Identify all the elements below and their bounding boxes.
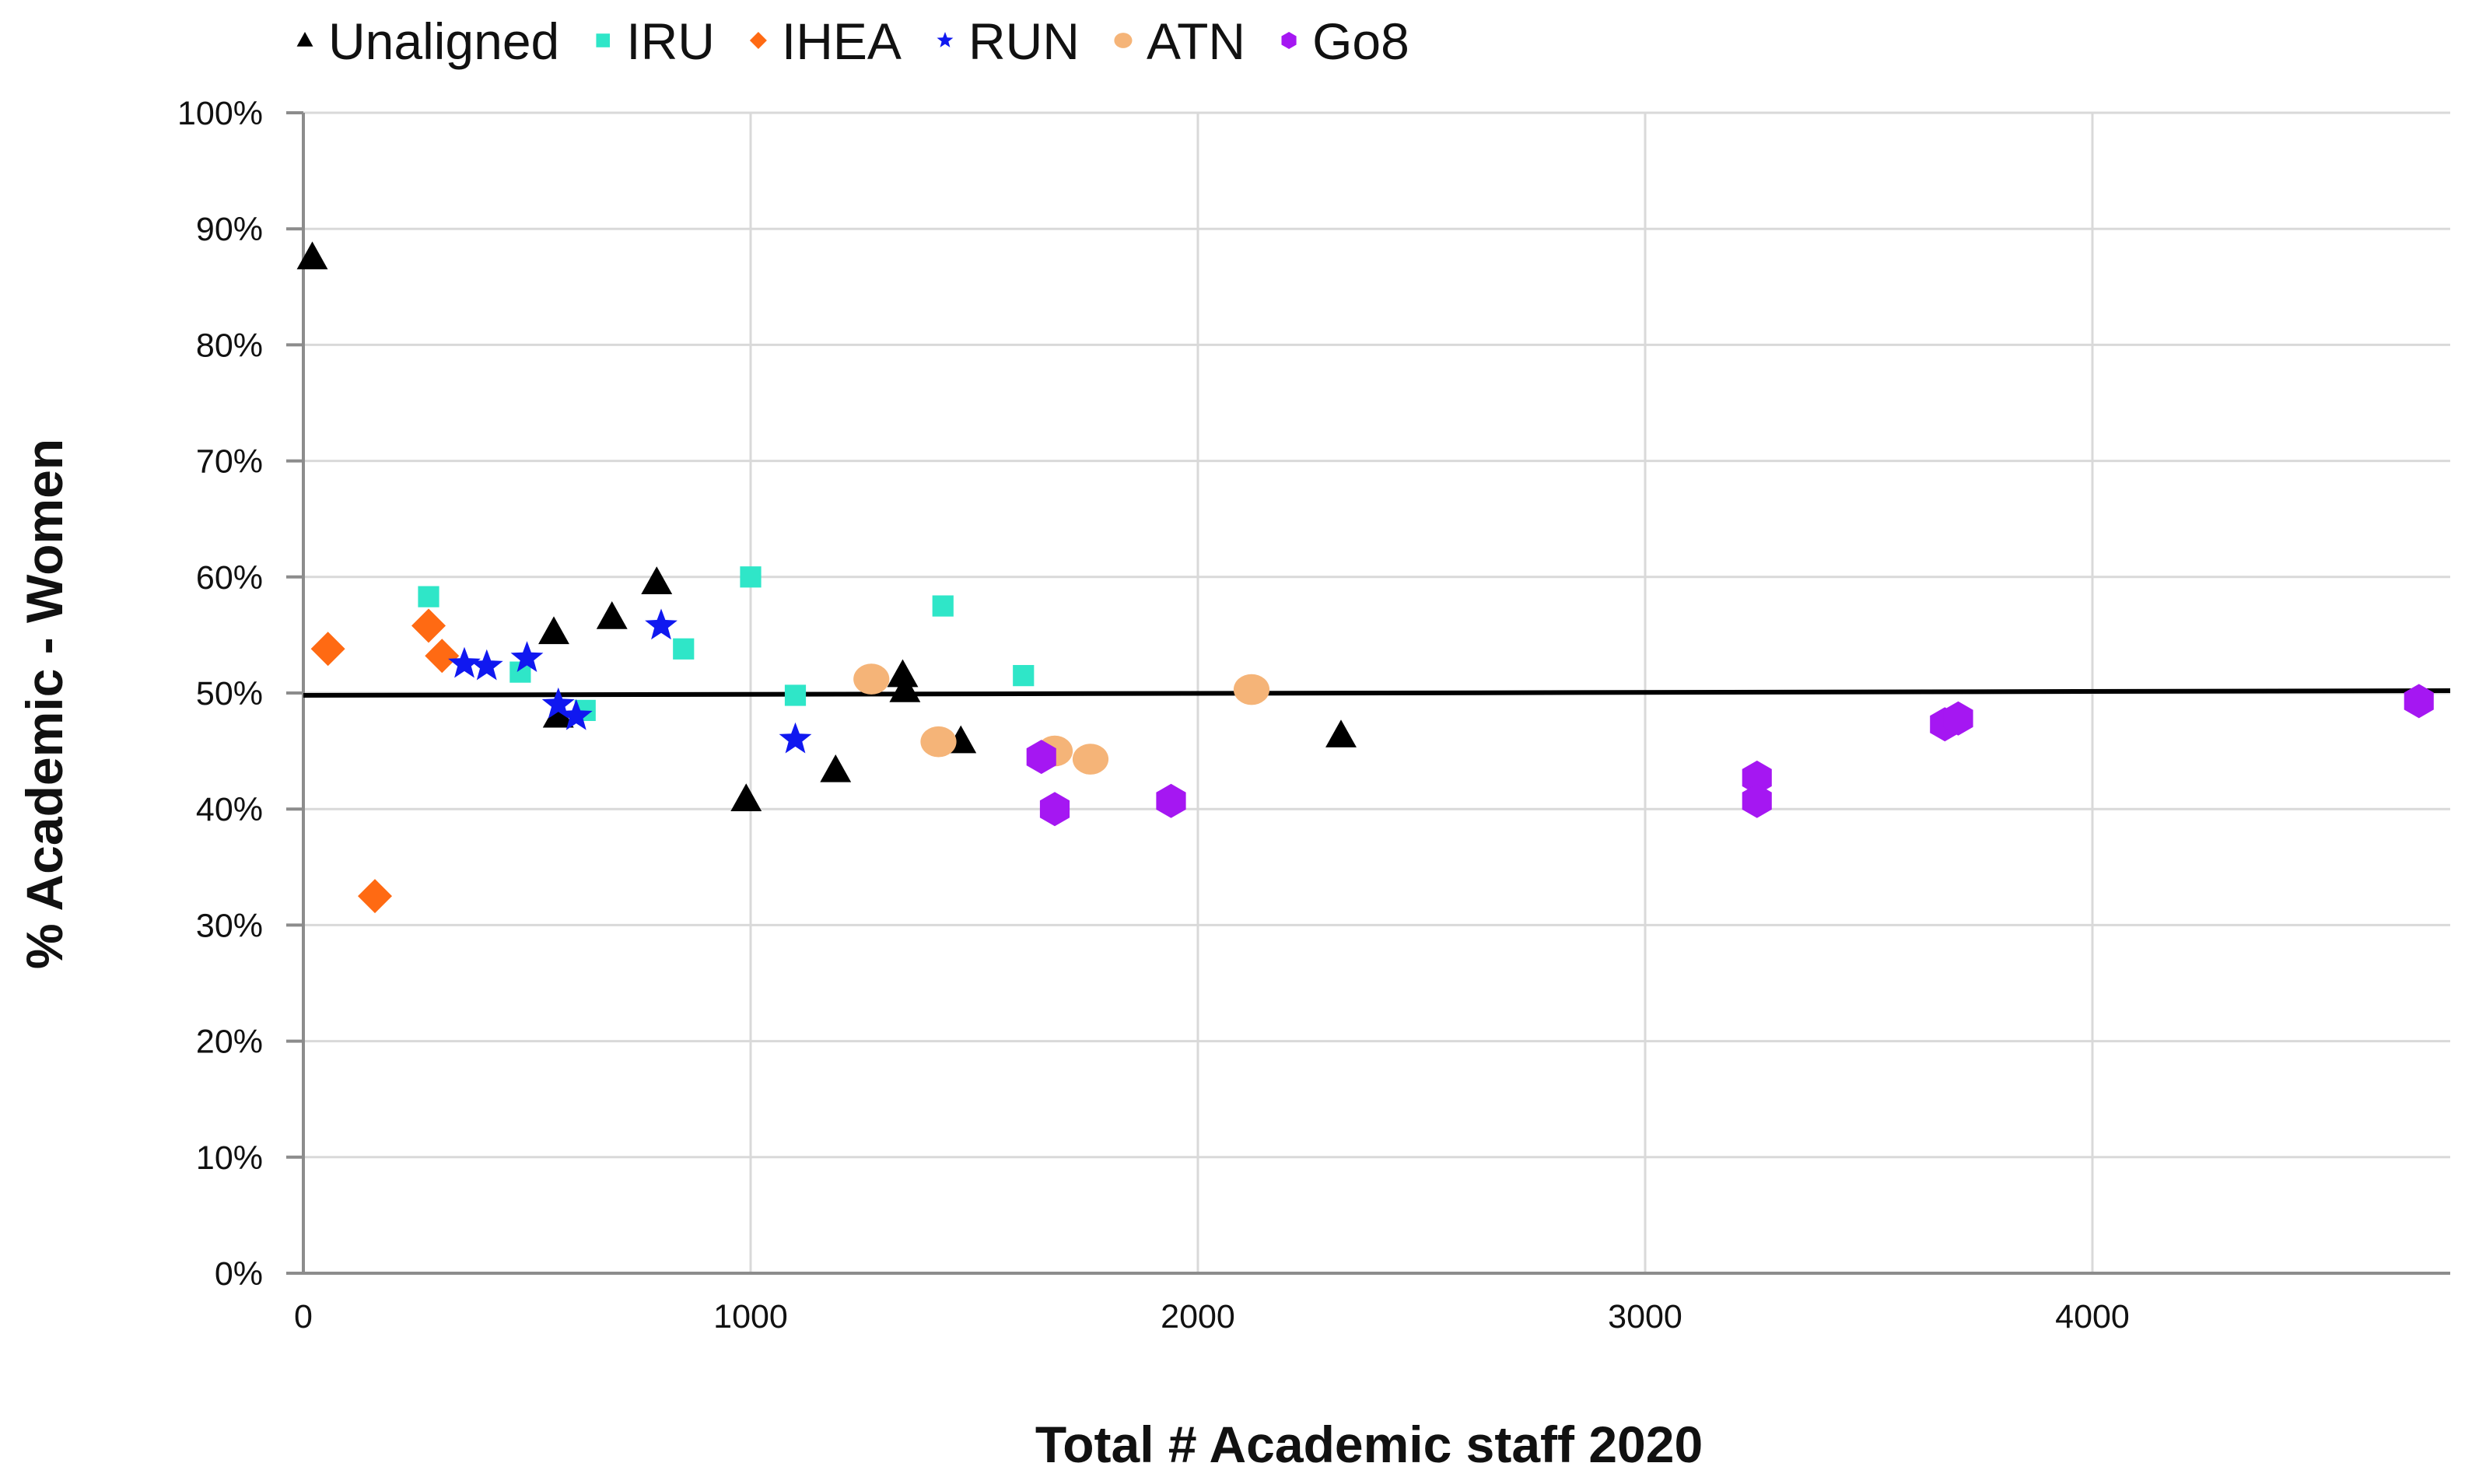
series-go8-points — [1026, 684, 2434, 827]
data-point-go8 — [1742, 783, 1772, 818]
data-point-unaligned — [538, 616, 569, 645]
data-point-unaligned — [730, 783, 762, 811]
data-point-ihea — [310, 632, 345, 667]
data-point-ihea — [358, 879, 392, 914]
data-point-iru — [740, 566, 762, 588]
data-point-atn — [1233, 674, 1270, 705]
y-tick-label: 30% — [196, 907, 263, 944]
legend-marker-run — [937, 32, 954, 47]
data-point-run — [448, 646, 481, 678]
data-point-iru — [673, 638, 695, 660]
y-tick-label: 40% — [196, 791, 263, 828]
data-point-go8 — [1039, 792, 1070, 827]
data-point-iru — [932, 595, 954, 617]
data-point-unaligned — [542, 699, 574, 728]
legend-marker-ihea — [749, 32, 767, 49]
legend-marker-unaligned — [296, 32, 313, 47]
legend-item-iru: IRU — [596, 12, 715, 70]
legend-label: Go8 — [1312, 12, 1409, 70]
y-tick-label: 70% — [196, 443, 263, 481]
legend-item-run: RUN — [937, 12, 1080, 70]
data-point-go8 — [2404, 684, 2434, 719]
y-tick-label: 50% — [196, 675, 263, 712]
legend-label: Unaligned — [328, 12, 559, 70]
data-point-unaligned — [820, 754, 852, 782]
legend-item-unaligned: Unaligned — [296, 12, 559, 70]
legend-item-ihea: IHEA — [749, 12, 902, 70]
data-point-run — [510, 641, 544, 672]
legend-item-go8: Go8 — [1281, 12, 1409, 70]
y-tick-label: 90% — [196, 211, 263, 248]
legend-marker-iru — [596, 33, 611, 47]
data-point-unaligned — [596, 601, 628, 629]
legend-label: IHEA — [782, 12, 902, 70]
data-point-unaligned — [1325, 719, 1357, 747]
data-point-run — [645, 608, 678, 640]
data-point-run — [559, 698, 593, 730]
data-point-run — [541, 687, 575, 719]
legend-item-atn: ATN — [1114, 12, 1245, 70]
y-tick-label: 60% — [196, 559, 263, 597]
y-tick-label: 10% — [196, 1139, 263, 1177]
data-point-go8 — [1156, 783, 1186, 818]
x-tick-labels: 0 1000 2000 3000 4000 — [294, 1298, 2130, 1335]
data-point-go8 — [1026, 740, 1056, 775]
reference-line — [303, 688, 2451, 698]
series-iru-points — [418, 566, 1035, 721]
data-point-run — [779, 722, 812, 754]
data-point-unaligned — [641, 566, 673, 594]
data-point-unaligned — [889, 674, 921, 702]
legend-label: RUN — [968, 12, 1080, 70]
x-tick-label: 4000 — [2055, 1298, 2130, 1335]
x-tick-label: 3000 — [1608, 1298, 1682, 1335]
y-tick-labels: 0% 10% 20% 30% 40% 50% 60% 70% 80% 90% 100% — [177, 95, 303, 1293]
series-run-points — [448, 608, 812, 754]
x-tick-label: 2000 — [1161, 1298, 1235, 1335]
x-axis-title: Total # Academic staff 2020 — [1035, 1416, 1703, 1473]
series-atn-points — [853, 663, 1270, 775]
legend-label: IRU — [626, 12, 715, 70]
data-point-iru — [1013, 665, 1035, 687]
legend: Unaligned IRU IHEA RUN ATN Go8 — [296, 12, 1409, 70]
y-tick-label: 20% — [196, 1024, 263, 1061]
data-point-atn — [1072, 744, 1109, 775]
data-point-atn — [853, 663, 890, 695]
data-point-ihea — [425, 639, 460, 674]
data-point-go8 — [1742, 760, 1772, 795]
data-point-unaligned — [296, 241, 328, 270]
legend-label: ATN — [1147, 12, 1245, 70]
data-points — [296, 241, 2434, 914]
data-point-iru — [418, 586, 439, 607]
data-point-unaligned — [887, 659, 919, 688]
legend-marker-atn — [1114, 33, 1133, 48]
x-tick-label: 1000 — [713, 1298, 788, 1335]
y-tick-label: 80% — [196, 327, 263, 364]
data-point-atn — [920, 726, 957, 758]
y-tick-label: 100% — [177, 95, 263, 132]
y-axis-title: % Academic - Women — [16, 439, 73, 969]
y-tick-label: 0% — [215, 1255, 263, 1293]
data-point-iru — [784, 684, 807, 706]
x-tick-label: 0 — [294, 1298, 313, 1335]
legend-marker-go8 — [1281, 32, 1297, 49]
data-point-run — [470, 649, 503, 681]
data-point-ihea — [411, 608, 446, 643]
data-point-go8 — [1943, 701, 1973, 736]
series-ihea-points — [310, 608, 460, 914]
